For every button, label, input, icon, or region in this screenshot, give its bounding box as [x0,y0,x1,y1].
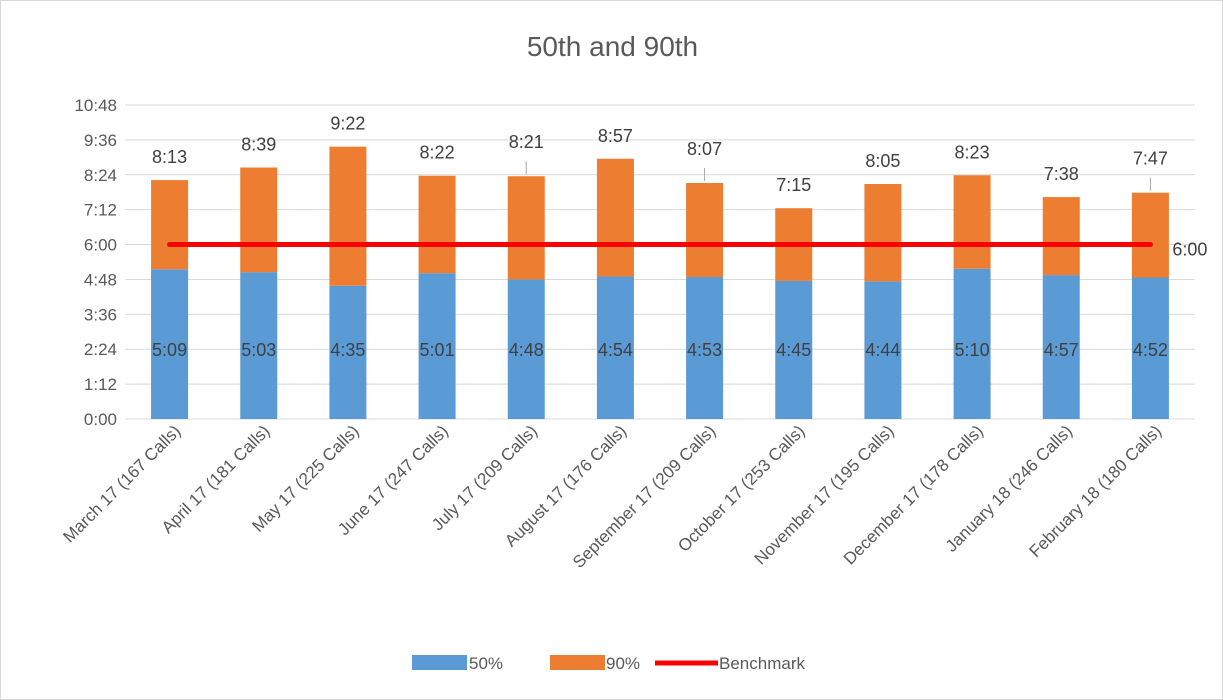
bar-90 [953,175,991,269]
data-label-50: 4:44 [865,340,900,360]
data-label-90: 7:47 [1133,149,1168,169]
bar-50 [1131,277,1169,419]
data-label-90: 8:13 [152,147,187,167]
bar-90 [418,175,456,274]
benchmark-label: 6:00 [1172,240,1207,260]
y-tick-label: 10:48 [74,96,117,115]
data-label-90: 9:22 [330,114,365,134]
data-label-50: 4:35 [330,340,365,360]
bar-90 [240,167,278,273]
legend-swatch-90 [550,655,605,670]
y-tick-label: 0:00 [84,410,117,429]
bar-90 [1131,192,1169,278]
y-tick-label: 4:48 [84,270,117,289]
bar-50 [151,269,189,419]
data-label-90: 8:39 [241,135,276,155]
bar-90 [686,183,724,278]
bar-50 [507,279,545,419]
data-label-90: 8:57 [598,126,633,146]
x-category-label: September 17 (209 Calls) [569,421,719,571]
legend-label-benchmark: Benchmark [719,654,805,673]
data-label-90: 7:15 [776,175,811,195]
data-label-50: 5:09 [152,340,187,360]
data-label-90: 8:22 [420,143,455,163]
bar-50 [240,272,278,419]
y-tick-label: 9:36 [84,131,117,150]
y-tick-label: 8:24 [84,166,117,185]
bar-50 [418,273,456,419]
bar-50 [864,281,902,419]
data-label-90: 8:21 [509,132,544,152]
chart-title: 50th and 90th [526,31,699,62]
data-label-50: 4:53 [687,340,722,360]
legend-label-90: 90% [606,654,640,673]
data-label-90: 8:05 [865,151,900,171]
bar-90 [151,180,189,270]
bar-50 [686,277,724,419]
data-label-50: 4:57 [1044,340,1079,360]
data-label-50: 5:03 [241,340,276,360]
legend-swatch-50 [412,655,467,670]
bar-50 [775,280,813,419]
bar-90 [507,176,545,280]
data-label-90: 8:07 [687,139,722,159]
y-tick-label: 7:12 [84,201,117,220]
y-tick-label: 1:12 [84,375,117,394]
bar-90 [1042,197,1080,276]
y-tick-label: 3:36 [84,305,117,324]
bar-50 [1042,275,1080,419]
data-label-50: 5:10 [955,340,990,360]
bar-50 [329,285,367,419]
bar-50 [596,276,634,419]
data-label-50: 4:48 [509,340,544,360]
bar-90 [596,158,634,277]
bar-90 [864,183,902,282]
data-label-50: 4:52 [1133,340,1168,360]
bar-90 [329,146,367,286]
data-label-90: 7:38 [1044,164,1079,184]
data-label-50: 5:01 [420,340,455,360]
legend-label-50: 50% [469,654,503,673]
bar-50 [953,268,991,419]
data-label-90: 8:23 [955,142,990,162]
y-tick-label: 6:00 [84,236,117,255]
data-label-50: 4:54 [598,340,633,360]
y-tick-label: 2:24 [84,340,117,359]
data-label-50: 4:45 [776,340,811,360]
